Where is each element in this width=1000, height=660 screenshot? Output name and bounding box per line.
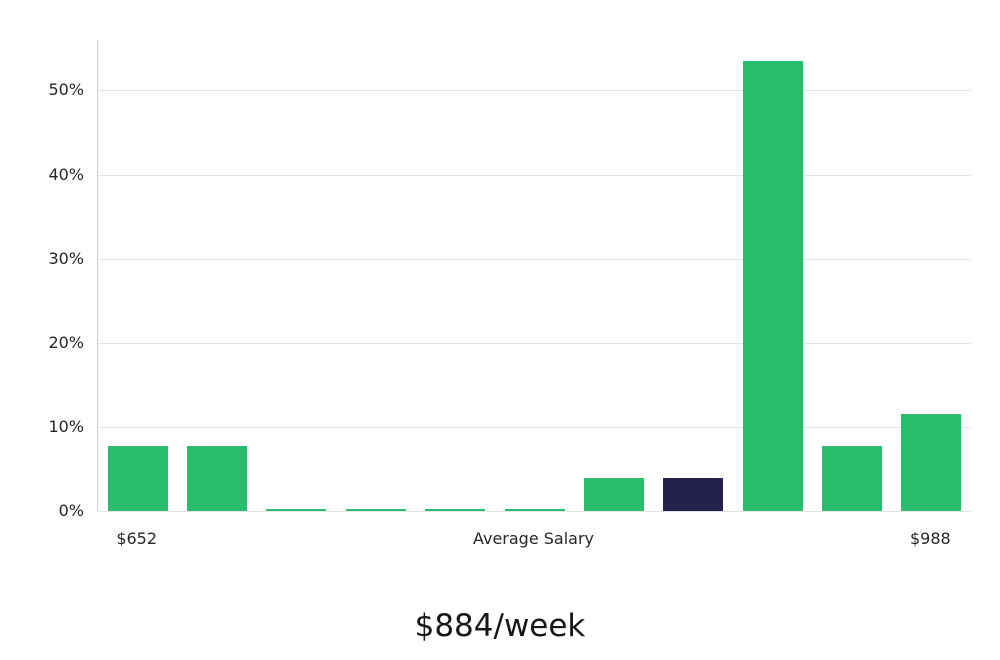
gridline: [98, 90, 971, 92]
y-axis-tick-label: 40%: [48, 164, 84, 184]
bar: [821, 446, 882, 511]
bar: [742, 61, 803, 511]
gridline: [98, 342, 971, 344]
x-axis-label-max: $988: [909, 529, 951, 548]
gridline: [98, 511, 971, 512]
plot-area: [97, 40, 971, 512]
y-axis-tick-label: 30%: [48, 248, 84, 268]
y-axis-tick-label: 10%: [48, 416, 84, 436]
bar: [345, 509, 406, 511]
bar: [583, 478, 644, 511]
x-axis-label-average-salary: Average Salary: [472, 529, 595, 548]
chart-title: $884/week: [414, 608, 586, 644]
bar: [901, 414, 962, 511]
bar-average-salary: [663, 478, 724, 511]
bar: [425, 509, 486, 511]
y-axis-tick-label: 0%: [58, 501, 84, 520]
x-axis-label-min: $652: [116, 529, 158, 548]
bar: [187, 446, 248, 511]
y-axis-tick-label: 50%: [48, 80, 84, 100]
gridline: [98, 174, 971, 176]
gridline: [98, 426, 971, 428]
y-axis-tick-label: 20%: [48, 332, 84, 352]
bar: [107, 446, 168, 511]
bar: [504, 509, 565, 511]
bar: [266, 509, 327, 511]
gridline: [98, 258, 971, 260]
